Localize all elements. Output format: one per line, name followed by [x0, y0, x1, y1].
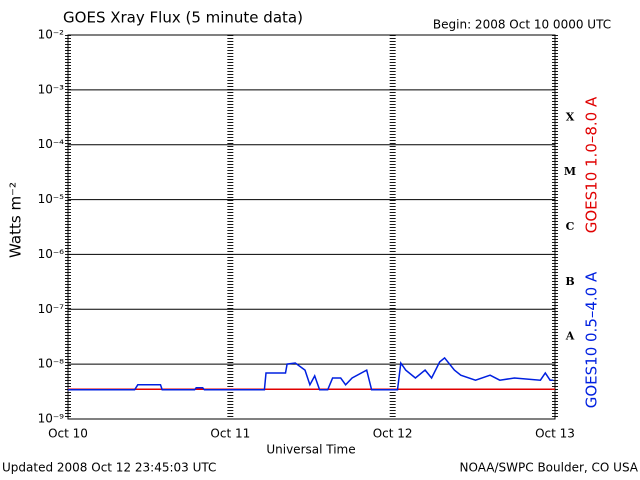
y-tick-label: 10⁻⁷ — [38, 302, 65, 316]
y-tick-label: 10⁻⁶ — [38, 247, 65, 261]
y-tick-label: 10⁻⁴ — [38, 137, 65, 151]
x-tick-label: Oct 11 — [210, 427, 250, 441]
x-tick-label: Oct 10 — [48, 427, 88, 441]
chart-title: GOES Xray Flux (5 minute data) — [63, 9, 303, 27]
y-tick-label: 10⁻³ — [38, 82, 65, 96]
y-tick-label: 10⁻⁵ — [38, 192, 65, 206]
chart-subtitle: Begin: 2008 Oct 10 0000 UTC — [433, 18, 611, 32]
flare-class: X — [566, 110, 575, 123]
legend-entry: GOES10 1.0–8.0 A — [583, 96, 601, 233]
footer-right: NOAA/SWPC Boulder, CO USA — [460, 461, 639, 475]
x-tick-label: Oct 13 — [535, 427, 575, 441]
y-tick-label: 10⁻⁹ — [38, 412, 65, 426]
flare-class: M — [564, 165, 576, 178]
x-tick-label: Oct 12 — [373, 427, 413, 441]
footer-left: Updated 2008 Oct 12 23:45:03 UTC — [2, 461, 216, 475]
y-axis-label: Watts m⁻² — [7, 182, 25, 258]
flare-class: A — [565, 330, 575, 343]
y-tick-label: 10⁻² — [38, 28, 65, 42]
flare-class: B — [565, 275, 574, 288]
x-axis-label: Universal Time — [266, 443, 355, 457]
flare-class: C — [566, 220, 575, 233]
series-line — [68, 356, 554, 391]
y-tick-label: 10⁻⁸ — [38, 357, 65, 371]
legend-entry: GOES10 0.5–4.0 A — [583, 271, 601, 408]
